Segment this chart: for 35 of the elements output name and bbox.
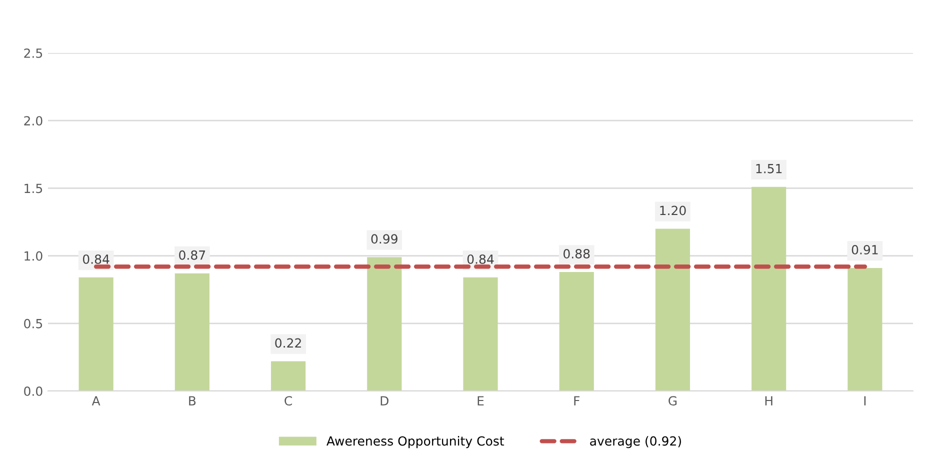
bar	[463, 277, 498, 391]
bar	[559, 272, 594, 391]
legend-label: Awereness Opportunity Cost	[326, 436, 504, 448]
bar	[848, 268, 882, 391]
text: 0.0	[24, 386, 42, 396]
text: 1.5	[24, 184, 42, 194]
data-label: 0.88	[564, 249, 590, 258]
bar	[270, 361, 306, 391]
data-label: 0.84	[467, 254, 494, 264]
data-label: 0.91	[852, 244, 878, 254]
x-tick-label: G	[668, 396, 677, 406]
text: 0.5	[24, 318, 42, 328]
data-label: 1.20	[660, 206, 686, 216]
x-tick-label: A	[92, 396, 100, 406]
bar	[78, 277, 114, 391]
data-label: 0.84	[82, 254, 110, 264]
bar	[655, 228, 690, 391]
bar	[752, 186, 786, 391]
bar	[174, 273, 210, 391]
x-tick-label: D	[380, 396, 388, 406]
data-label: 0.99	[371, 234, 398, 244]
x-tick-label: B	[189, 396, 196, 406]
data-label: 0.22	[275, 338, 301, 348]
x-tick-label: I	[864, 396, 866, 406]
data-label: 1.51	[756, 164, 782, 174]
text: 2.5	[24, 48, 42, 58]
x-tick-label: E	[478, 396, 484, 406]
legend-label: average (0.92)	[590, 436, 681, 448]
text: 1.0	[24, 251, 42, 261]
x-tick-label: C	[284, 396, 292, 406]
text: 2.0	[24, 116, 42, 126]
x-tick-label: F	[574, 396, 580, 406]
data-label: 0.87	[179, 250, 206, 260]
x-tick-label: H	[765, 396, 772, 406]
bar	[367, 257, 402, 391]
